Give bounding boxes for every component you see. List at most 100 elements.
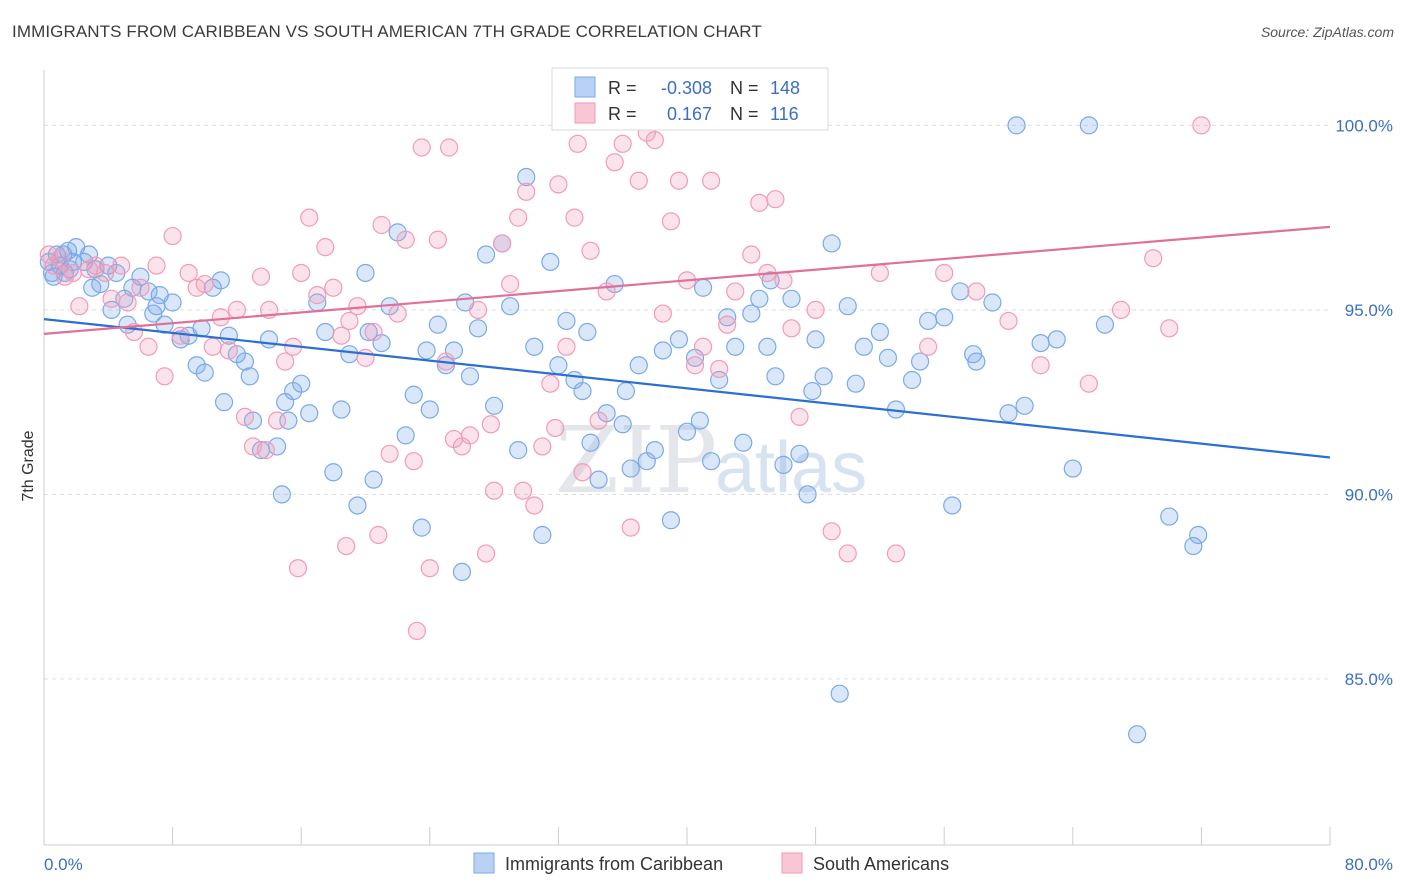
watermark-zip: ZIP (555, 407, 717, 514)
axes (43, 70, 1331, 846)
caribbean-point-137 (417, 341, 436, 360)
caribbean-point-111 (919, 311, 938, 331)
caribbean-point-119 (1015, 396, 1034, 415)
caribbean-point-82 (661, 511, 681, 530)
south-american-point-103 (999, 311, 1018, 331)
south-american-point-74 (621, 518, 640, 537)
south-american-point-97 (838, 544, 857, 563)
caribbean-point-86 (693, 278, 713, 297)
south-american-point-82 (685, 356, 705, 375)
caribbean-point-60 (485, 396, 504, 415)
south-american-point-41 (356, 348, 375, 367)
south-american-point-115 (481, 415, 500, 434)
south-american-point-22 (203, 337, 222, 356)
watermark: ZIP atlas (555, 407, 867, 514)
south-american-point-83 (693, 337, 713, 356)
caribbean-point-51 (412, 518, 431, 537)
caribbean-point-103 (830, 684, 849, 703)
south-american-point-33 (292, 263, 311, 283)
south-american-point-17 (163, 226, 182, 246)
south-american-point-85 (710, 359, 729, 379)
south-american-point-94 (790, 407, 809, 427)
source-label: Source: ZipAtlas.com (1260, 24, 1394, 40)
caribbean-point-144 (878, 348, 898, 367)
south-american-point-116 (513, 481, 533, 500)
south-american-point-98 (870, 263, 890, 283)
caribbean-point-92 (742, 304, 761, 323)
south-american-point-13 (131, 278, 150, 297)
south-american-point-19 (179, 263, 198, 283)
caribbean-point-10 (91, 274, 110, 294)
caribbean-point-41 (332, 400, 351, 419)
south-american-point-38 (332, 326, 351, 345)
caribbean-point-124 (1095, 315, 1115, 334)
south-american-point-44 (380, 444, 399, 463)
south-american-point-73 (613, 134, 632, 153)
south-american-point-50 (428, 230, 447, 249)
y-axis-label: 7th Grade (20, 430, 37, 501)
caribbean-point-140 (616, 381, 636, 401)
caribbean-point-136 (359, 322, 378, 342)
caribbean-point-133 (192, 319, 211, 338)
south-american-point-117 (546, 418, 565, 438)
caribbean-point-62 (501, 297, 520, 316)
caribbean-point-53 (428, 315, 447, 334)
caribbean-point-49 (396, 426, 415, 445)
south-american-point-99 (886, 544, 906, 563)
caribbean-point-77 (621, 459, 640, 478)
caribbean-point-44 (356, 263, 375, 283)
south-american-point-114 (337, 536, 356, 556)
caribbean-point-99 (798, 485, 817, 504)
caribbean-point-114 (951, 282, 970, 301)
caribbean-point-71 (573, 381, 592, 401)
south-american-point-8 (95, 263, 115, 283)
legend-r-value-2: 0.167 (667, 104, 712, 124)
south-american-point-39 (340, 311, 359, 331)
caribbean-point-98 (790, 444, 809, 463)
south-american-point-69 (581, 241, 600, 260)
south-american-point-7 (86, 256, 105, 275)
caribbean-point-26 (211, 271, 230, 290)
caribbean-point-45 (364, 470, 383, 489)
caribbean-point-83 (669, 330, 689, 349)
south-american-point-55 (468, 300, 488, 319)
south-american-point-23 (211, 308, 230, 327)
south-american-point-95 (806, 300, 825, 319)
south-american-point-111 (369, 525, 388, 545)
south-american-point-109 (1192, 116, 1211, 135)
caribbean-point-52 (420, 400, 439, 419)
caribbean-point-127 (1189, 525, 1208, 545)
caribbean-point-56 (452, 562, 472, 582)
south-american-point-5 (70, 297, 89, 316)
south-american-point-62 (525, 496, 544, 515)
south-american-point-47 (404, 452, 423, 471)
south-american-point-65 (549, 175, 568, 194)
south-american-point-26 (235, 407, 255, 427)
caribbean-point-110 (910, 352, 930, 371)
south-american-point-77 (645, 131, 664, 150)
y-tick-label-0: 100.0% (1335, 116, 1393, 135)
legend-swatch-caribbean (574, 76, 596, 98)
caribbean-point-24 (195, 363, 214, 382)
caribbean-point-107 (870, 322, 890, 342)
south-american-point-80 (669, 171, 689, 190)
caribbean-point-72 (581, 433, 600, 452)
x-tick-label-0: 0.0% (44, 855, 83, 874)
caribbean-point-64 (517, 167, 536, 187)
caribbean-point-93 (750, 289, 769, 308)
south-american-point-104 (1031, 356, 1050, 375)
south-american-point-86 (718, 315, 737, 334)
legend-swatch-south-american (574, 102, 596, 124)
caribbean-point-69 (557, 311, 576, 331)
caribbean-point-84 (677, 422, 697, 441)
caribbean-point-145 (964, 345, 983, 364)
caribbean-point-118 (1007, 116, 1026, 135)
south-american-point-79 (661, 212, 681, 231)
caribbean-point-91 (734, 433, 753, 452)
south-american-point-18 (171, 326, 190, 345)
caribbean-point-67 (541, 252, 560, 272)
caribbean-point-112 (935, 308, 954, 327)
south-american-point-59 (501, 274, 520, 294)
caribbean-point-57 (460, 367, 480, 386)
